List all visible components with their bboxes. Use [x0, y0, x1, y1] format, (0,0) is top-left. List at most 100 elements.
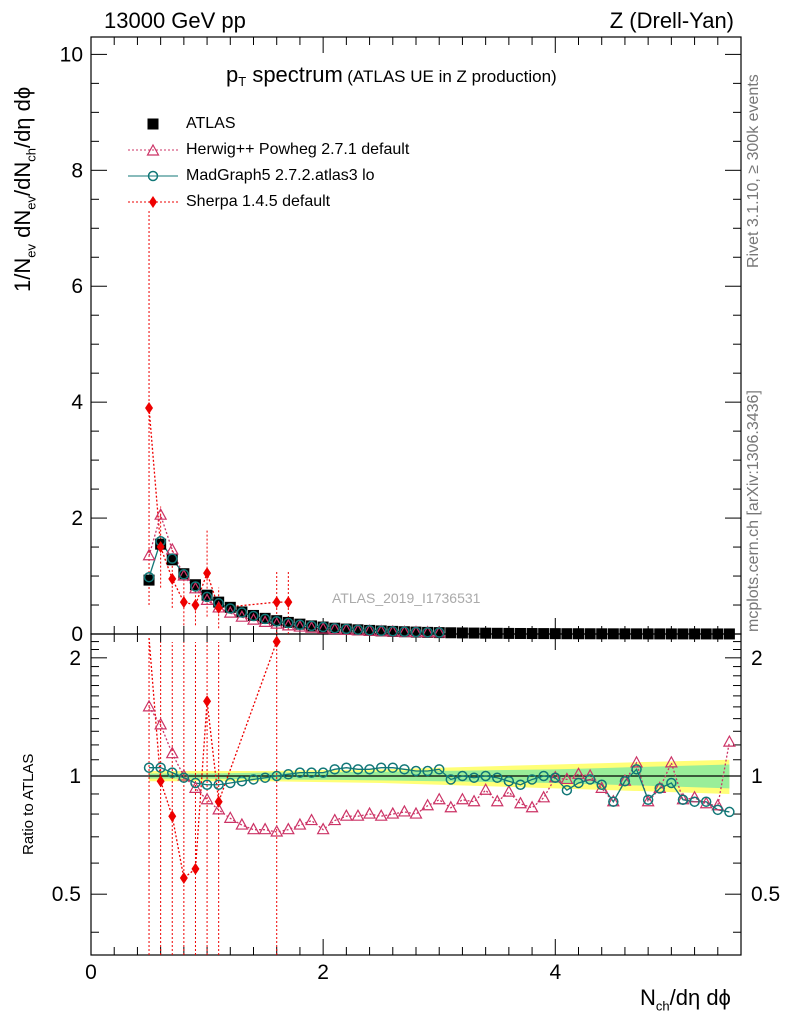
madgraph-ratio-point: [317, 767, 329, 778]
herwig-ratio-point: [479, 782, 493, 795]
madgraph-ratio-point: [399, 764, 410, 775]
atlas-point: [271, 615, 283, 627]
ratio-y-tick-label-right: 1: [751, 765, 763, 788]
madgraph-point: [317, 621, 329, 633]
madgraph-ratio-point: [584, 774, 596, 785]
madgraph-point: [364, 625, 375, 636]
atlas-point: [631, 628, 643, 640]
herwig-ratio-point: [374, 808, 388, 821]
madgraph-ratio-point: [526, 774, 538, 785]
herwig-ratio-point: [711, 798, 725, 811]
madgraph-ratio-point: [433, 764, 445, 775]
madgraph-point: [190, 581, 201, 592]
madgraph-ratio-point: [480, 770, 491, 782]
madgraph-point: [225, 603, 236, 614]
sherpa-point: [168, 572, 177, 585]
atlas-point: [422, 626, 434, 638]
sherpa-point: [179, 596, 188, 609]
herwig-ratio-point: [455, 792, 469, 805]
legend-herwig: Herwig++ Powheg 2.7.1 default: [186, 141, 410, 158]
atlas-point: [526, 628, 538, 640]
atlas-point: [561, 628, 573, 640]
sherpa-point: [272, 596, 281, 609]
herwig-point: [328, 622, 342, 635]
herwig-point: [177, 568, 191, 581]
y-tick-label: 2: [71, 507, 83, 530]
ratio-y-tick-label-right: 2: [751, 647, 763, 670]
herwig-ratio-point: [467, 794, 481, 807]
madgraph-point: [201, 591, 213, 603]
madgraph-ratio-point: [550, 772, 561, 783]
ratio-y-tick-label-left: 0.5: [52, 883, 81, 906]
madgraph-ratio-point: [248, 774, 259, 785]
atlas-point: [503, 627, 515, 639]
sherpa-point: [191, 599, 200, 612]
madgraph-ratio-point: [143, 762, 155, 773]
madgraph-ratio-point: [700, 796, 712, 807]
madgraph-ratio-point: [515, 779, 526, 791]
madgraph-ratio-point: [724, 806, 735, 818]
herwig-ratio-point: [421, 798, 435, 811]
herwig-ratio-point: [630, 755, 644, 768]
atlas-point: [700, 628, 712, 640]
sherpa-ratio-line: [148, 637, 278, 880]
atlas-point: [387, 625, 399, 637]
atlas-point: [259, 612, 271, 624]
atlas-point: [329, 622, 341, 634]
atlas-point: [468, 627, 480, 639]
herwig-point: [142, 548, 156, 561]
y-tick-label: 10: [60, 43, 83, 66]
madgraph-ratio-point: [155, 762, 166, 773]
madgraph-point: [341, 623, 352, 635]
sherpa-point: [145, 401, 154, 414]
atlas-point: [480, 627, 492, 639]
madgraph-ratio-point: [677, 794, 689, 806]
madgraph-ratio-point: [445, 774, 457, 785]
madgraph-ratio-point: [213, 779, 224, 791]
atlas-point: [178, 568, 190, 580]
sherpa-point: [156, 541, 165, 554]
atlas-point: [456, 627, 468, 639]
x-tick-label: 0: [85, 961, 97, 984]
sherpa-ratio-point: [191, 862, 200, 875]
herwig-point: [316, 621, 330, 634]
herwig-ratio-point: [142, 699, 156, 712]
ratio-y-tick-label-left: 1: [69, 765, 81, 788]
y-tick-label: 6: [71, 275, 83, 298]
madgraph-ratio-point: [306, 767, 317, 778]
analysis-label: ATLAS_2019_I1736531: [332, 590, 481, 606]
process-label: Z (Drell-Yan): [609, 8, 734, 33]
herwig-ratio-point: [154, 717, 168, 730]
ratio-y-tick-label-right: 0.5: [751, 883, 780, 906]
madgraph-ratio-point: [329, 764, 340, 775]
herwig-ratio-point: [688, 790, 702, 803]
madgraph-ratio-point: [225, 777, 236, 789]
sherpa-ratio-point: [203, 695, 212, 708]
herwig-ratio-point: [699, 796, 713, 809]
atlas-point: [689, 628, 701, 640]
energy-label: 13000 GeV pp: [104, 8, 246, 33]
madgraph-point: [283, 617, 294, 629]
herwig-ratio-point: [305, 813, 319, 826]
atlas-point: [352, 624, 364, 636]
atlas-point: [166, 554, 178, 566]
madgraph-point: [143, 571, 155, 583]
madgraph-point: [294, 619, 306, 630]
herwig-ratio-point: [200, 792, 214, 805]
atlas-point: [549, 628, 561, 640]
herwig-point: [258, 615, 272, 628]
atlas-point: [189, 579, 201, 591]
madgraph-ratio-point: [283, 769, 294, 780]
madgraph-point: [271, 615, 282, 627]
madgraph-ratio-point: [712, 804, 724, 816]
plot-title: pT spectrum (ATLAS UE in Z production): [226, 62, 557, 90]
atlas-point: [306, 620, 318, 632]
madgraph-ratio-point: [201, 779, 213, 791]
atlas-point: [665, 628, 677, 640]
herwig-ratio-point: [316, 822, 330, 835]
atlas-point: [248, 609, 259, 621]
rivet-label: Rivet 3.1.10, ≥ 300k events: [745, 74, 762, 268]
herwig-point: [200, 593, 214, 605]
madgraph-point: [399, 626, 410, 637]
herwig-ratio-point: [281, 822, 295, 835]
